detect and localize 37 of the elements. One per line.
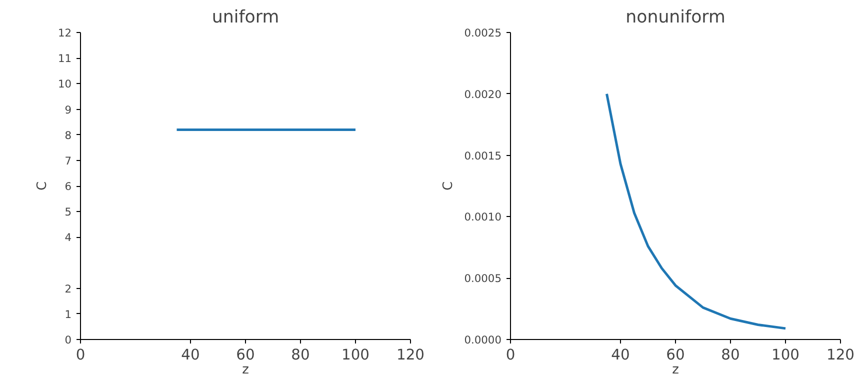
y-axis-title: C	[441, 181, 456, 191]
x-axis-title: z	[242, 362, 250, 378]
y-tick-label: 1	[64, 308, 72, 321]
chart-title: uniform	[212, 8, 280, 28]
y-tick-label: 8	[64, 128, 72, 142]
y-tick-label: 12	[58, 26, 72, 40]
y-tick-label: 0.0005	[464, 272, 502, 286]
x-axis-title: z	[672, 362, 680, 378]
y-tick-label: 7	[64, 154, 72, 168]
chart-title: nonuniform	[626, 8, 726, 28]
y-tick-label: 0.0020	[464, 88, 502, 101]
y-axis-title: C	[34, 181, 50, 191]
line-series	[606, 92, 787, 330]
y-tick-label: 0	[64, 334, 72, 346]
x-tick-label: 80	[721, 346, 740, 364]
y-tick-label: 4	[64, 231, 72, 244]
x-tick-label: 40	[181, 346, 200, 364]
y-tick-label: 6	[64, 180, 72, 193]
y-tick-label: 0.0000	[464, 334, 502, 346]
x-tick-label: 40	[611, 346, 630, 364]
x-tick-label: 100	[342, 346, 370, 364]
y-tick-label: 0.0010	[464, 210, 502, 224]
x-tick-label: 60	[236, 346, 255, 364]
y-tick-label: 5	[64, 206, 72, 219]
y-tick-label: 0.0025	[464, 26, 502, 40]
x-tick-label: 0	[506, 346, 516, 364]
x-tick-label: 120	[826, 346, 854, 364]
x-tick-label: 60	[666, 346, 685, 364]
x-tick-label: 100	[772, 346, 800, 364]
x-tick-label: 0	[76, 346, 86, 364]
x-tick-label: 80	[291, 346, 310, 364]
y-tick-label: 0.0015	[464, 149, 502, 162]
y-tick-label: 9	[64, 103, 72, 116]
y-tick-label: 2	[64, 282, 72, 296]
y-tick-label: 10	[58, 78, 72, 91]
y-tick-label: 11	[58, 52, 72, 66]
x-tick-label: 120	[396, 346, 424, 364]
